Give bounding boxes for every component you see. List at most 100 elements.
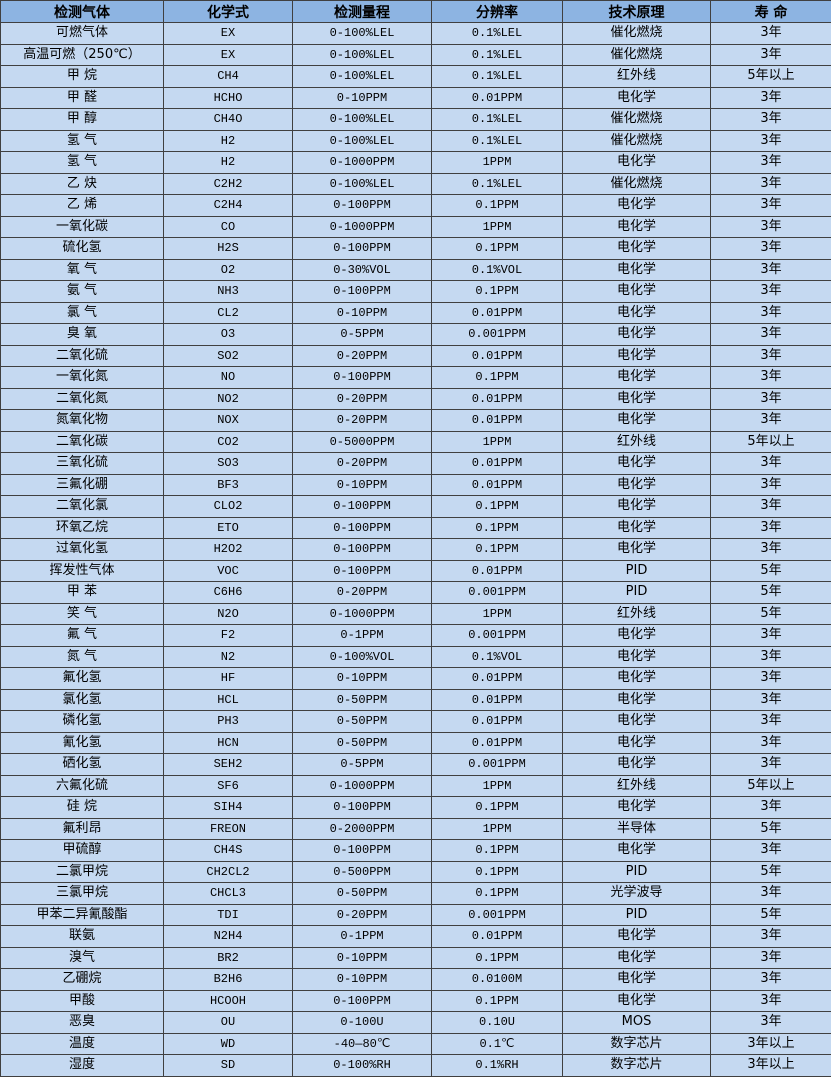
- cell-principle: PID: [563, 861, 711, 883]
- cell-resolution: 0.1℃: [432, 1033, 563, 1055]
- cell-range: -40—80℃: [293, 1033, 432, 1055]
- cell-range: 0-100%LEL: [293, 130, 432, 152]
- cell-range: 0-5000PPM: [293, 431, 432, 453]
- cell-formula: NOX: [164, 410, 293, 432]
- cell-principle: 电化学: [563, 947, 711, 969]
- cell-resolution: 0.1%LEL: [432, 109, 563, 131]
- cell-lifespan: 3年: [711, 259, 831, 281]
- cell-gas-name: 氟利昂: [1, 818, 164, 840]
- cell-principle: 红外线: [563, 66, 711, 88]
- cell-resolution: 0.01PPM: [432, 453, 563, 475]
- cell-range: 0-20PPM: [293, 410, 432, 432]
- cell-formula: N2O: [164, 603, 293, 625]
- cell-lifespan: 3年: [711, 1012, 831, 1034]
- cell-formula: NO: [164, 367, 293, 389]
- cell-range: 0-10PPM: [293, 474, 432, 496]
- cell-range: 0-50PPM: [293, 689, 432, 711]
- cell-resolution: 0.001PPM: [432, 754, 563, 776]
- cell-resolution: 0.1%LEL: [432, 66, 563, 88]
- cell-resolution: 0.1PPM: [432, 517, 563, 539]
- cell-range: 0-100%LEL: [293, 23, 432, 45]
- cell-lifespan: 3年: [711, 689, 831, 711]
- cell-gas-name: 二氯甲烷: [1, 861, 164, 883]
- cell-gas-name: 乙 炔: [1, 173, 164, 195]
- header-row: 检测气体化学式检测量程分辨率技术原理寿 命: [1, 1, 831, 23]
- column-header-resolution: 分辨率: [432, 1, 563, 23]
- cell-resolution: 0.01PPM: [432, 474, 563, 496]
- cell-principle: 电化学: [563, 797, 711, 819]
- column-header-lifespan: 寿 命: [711, 1, 831, 23]
- cell-lifespan: 3年: [711, 130, 831, 152]
- cell-gas-name: 乙硼烷: [1, 969, 164, 991]
- cell-lifespan: 3年: [711, 539, 831, 561]
- cell-formula: NH3: [164, 281, 293, 303]
- cell-range: 0-100PPM: [293, 840, 432, 862]
- cell-gas-name: 甲 烷: [1, 66, 164, 88]
- cell-principle: 电化学: [563, 388, 711, 410]
- cell-range: 0-30%VOL: [293, 259, 432, 281]
- cell-resolution: 0.0100M: [432, 969, 563, 991]
- cell-lifespan: 3年: [711, 646, 831, 668]
- cell-range: 0-5PPM: [293, 754, 432, 776]
- cell-principle: 电化学: [563, 474, 711, 496]
- cell-principle: 电化学: [563, 754, 711, 776]
- cell-principle: 催化燃烧: [563, 109, 711, 131]
- cell-gas-name: 环氧乙烷: [1, 517, 164, 539]
- cell-gas-name: 磷化氢: [1, 711, 164, 733]
- cell-range: 0-5PPM: [293, 324, 432, 346]
- cell-principle: 电化学: [563, 453, 711, 475]
- cell-lifespan: 3年: [711, 990, 831, 1012]
- cell-resolution: 0.001PPM: [432, 904, 563, 926]
- cell-principle: 电化学: [563, 281, 711, 303]
- cell-gas-name: 氮 气: [1, 646, 164, 668]
- cell-principle: PID: [563, 904, 711, 926]
- cell-lifespan: 3年: [711, 238, 831, 260]
- cell-principle: 电化学: [563, 302, 711, 324]
- cell-principle: 电化学: [563, 152, 711, 174]
- cell-resolution: 0.1PPM: [432, 883, 563, 905]
- cell-formula: ETO: [164, 517, 293, 539]
- cell-gas-name: 氢 气: [1, 130, 164, 152]
- cell-principle: 数字芯片: [563, 1033, 711, 1055]
- cell-gas-name: 甲 醇: [1, 109, 164, 131]
- cell-formula: CL2: [164, 302, 293, 324]
- table-header: 检测气体化学式检测量程分辨率技术原理寿 命: [1, 1, 831, 23]
- cell-gas-name: 二氧化碳: [1, 431, 164, 453]
- cell-formula: VOC: [164, 560, 293, 582]
- cell-range: 0-100PPM: [293, 560, 432, 582]
- cell-resolution: 0.1%VOL: [432, 646, 563, 668]
- cell-resolution: 0.10U: [432, 1012, 563, 1034]
- column-header-gas-name: 检测气体: [1, 1, 164, 23]
- cell-range: 0-100PPM: [293, 238, 432, 260]
- cell-principle: 电化学: [563, 969, 711, 991]
- cell-range: 0-100%RH: [293, 1055, 432, 1077]
- cell-gas-name: 三氟化硼: [1, 474, 164, 496]
- cell-range: 0-2000PPM: [293, 818, 432, 840]
- cell-lifespan: 3年: [711, 324, 831, 346]
- cell-lifespan: 3年: [711, 840, 831, 862]
- cell-resolution: 0.01PPM: [432, 87, 563, 109]
- cell-gas-name: 甲苯二异氰酸酯: [1, 904, 164, 926]
- cell-lifespan: 3年: [711, 195, 831, 217]
- cell-range: 0-100%LEL: [293, 44, 432, 66]
- cell-principle: MOS: [563, 1012, 711, 1034]
- cell-lifespan: 5年以上: [711, 66, 831, 88]
- cell-lifespan: 3年: [711, 44, 831, 66]
- cell-range: 0-1000PPM: [293, 603, 432, 625]
- cell-resolution: 0.1%LEL: [432, 44, 563, 66]
